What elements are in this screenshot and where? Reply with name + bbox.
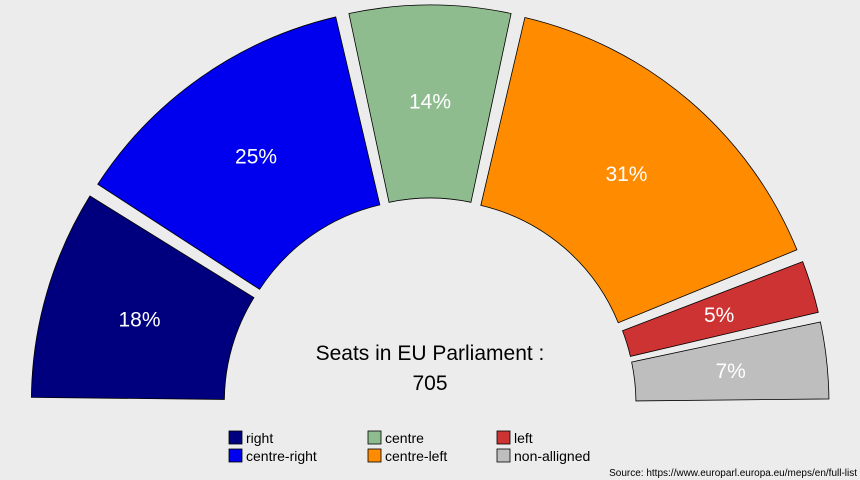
legend-swatch-right: [228, 430, 243, 445]
center-total: 705: [412, 372, 447, 395]
legend-label-right: right: [246, 430, 273, 446]
slice-label-non-alligned: 7%: [715, 360, 745, 383]
slice-label-centre-right: 25%: [235, 146, 277, 169]
slice-left: [622, 261, 819, 357]
slice-non-alligned: [631, 321, 830, 402]
legend: right centre-right centre centre-left left no…: [228, 430, 590, 464]
legend-label-left: left: [514, 430, 533, 446]
legend-swatch-centre-right: [228, 448, 243, 463]
legend-label-centre-right: centre-right: [246, 448, 317, 464]
legend-label-non-alligned: non-alligned: [514, 448, 590, 464]
slice-centre-left: [480, 16, 798, 324]
slices-group: [30, 4, 830, 402]
source-note: Source: https://www.europarl.europa.eu/m…: [609, 468, 857, 479]
legend-label-centre: centre: [385, 430, 424, 446]
legend-swatch-centre: [367, 430, 382, 445]
legend-swatch-left: [496, 430, 511, 445]
slice-labels-group: 18% 25% 14% 31% 5% 7%: [118, 91, 745, 383]
slice-centre: [348, 4, 512, 203]
legend-swatch-centre-left: [367, 448, 382, 463]
legend-swatch-non-alligned: [496, 448, 511, 463]
center-title: Seats in EU Parliament :: [316, 342, 545, 365]
slice-label-right: 18%: [118, 309, 160, 332]
slice-right: [30, 195, 255, 400]
slice-label-centre: 14%: [409, 91, 451, 114]
slice-centre-right: [97, 16, 381, 290]
slice-label-centre-left: 31%: [605, 163, 647, 186]
legend-label-centre-left: centre-left: [385, 448, 447, 464]
slice-label-left: 5%: [704, 304, 734, 327]
